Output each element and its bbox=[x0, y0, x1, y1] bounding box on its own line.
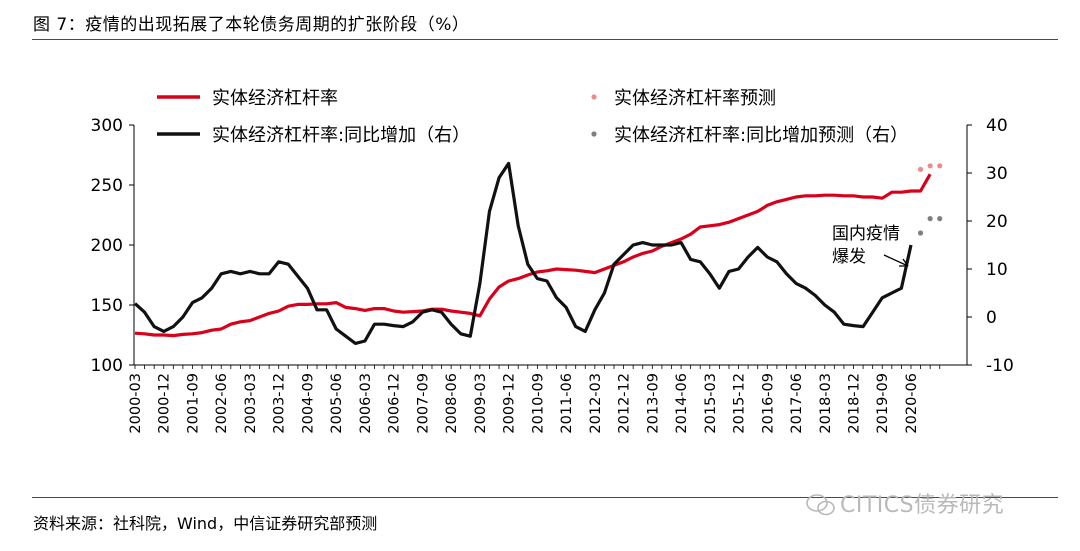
legend-swatch-3 bbox=[591, 131, 597, 137]
x-axis-tick-label: 2014-06 bbox=[674, 373, 690, 434]
x-axis-tick-label: 2012-03 bbox=[588, 373, 604, 434]
watermark-text: CITICS债券研究 bbox=[840, 493, 1005, 518]
x-axis-tick-label: 2016-09 bbox=[760, 373, 776, 434]
series-layer bbox=[133, 161, 943, 345]
watermark: CITICS债券研究 bbox=[806, 487, 1004, 519]
right-axis-tick-label: 10 bbox=[986, 260, 1008, 280]
x-axis-tick-label: 2007-09 bbox=[415, 373, 431, 434]
x-axis-tick-label: 2001-09 bbox=[185, 373, 201, 434]
left-axis-tick-label: 300 bbox=[91, 116, 123, 136]
x-axis-tick-label: 2015-12 bbox=[732, 373, 748, 434]
legend-label-0: 实体经济杠杆率 bbox=[212, 88, 338, 109]
legend-swatch-2 bbox=[591, 94, 597, 100]
annotation-arrow bbox=[883, 254, 909, 267]
x-axis-tick-label: 2006-03 bbox=[358, 373, 374, 434]
right-axis-tick-label: 20 bbox=[986, 212, 1008, 232]
series-line-1 bbox=[133, 161, 913, 345]
forecast-point-2 bbox=[917, 166, 924, 172]
right-axis-tick-label: 30 bbox=[986, 164, 1008, 184]
x-axis-tick-label: 2003-12 bbox=[272, 373, 288, 434]
annotation-line2: 爆发 bbox=[832, 247, 866, 267]
legend-label-2: 实体经济杠杆率预测 bbox=[614, 88, 776, 109]
x-axis-tick-label: 2017-06 bbox=[789, 373, 805, 434]
source-note: 资料来源：社科院，Wind，中信证券研究部预测 bbox=[33, 514, 378, 533]
x-axis-tick-label: 2006-12 bbox=[387, 373, 403, 434]
x-axis-tick-label: 2009-12 bbox=[502, 373, 518, 434]
forecast-point-3 bbox=[917, 230, 924, 236]
x-axis-tick-label: 2004-09 bbox=[300, 373, 316, 434]
x-axis-tick-label: 2000-12 bbox=[157, 373, 173, 434]
x-axis-tick-label: 2015-03 bbox=[703, 373, 719, 434]
x-axis-tick-label: 2008-06 bbox=[444, 373, 460, 434]
axes-layer: 100 150 200 250 300 -10 0 10 20 30 40 2000-03 2000-1… bbox=[91, 116, 1014, 434]
forecast-point-3 bbox=[927, 216, 933, 222]
legend-label-1: 实体经济杠杆率:同比增加（右） bbox=[212, 125, 470, 146]
left-axis-tick-label: 200 bbox=[91, 236, 123, 256]
right-axis-tick-label: 40 bbox=[986, 116, 1008, 136]
x-axis-tick-label: 2000-03 bbox=[128, 373, 144, 434]
x-axis-tick-label: 2020-06 bbox=[904, 373, 920, 434]
x-axis-tick-label: 2003-03 bbox=[243, 373, 259, 434]
series-line-0 bbox=[134, 173, 932, 338]
annotation-layer: 国内疫情 爆发 bbox=[832, 224, 909, 267]
x-axis-tick-label: 2019-09 bbox=[875, 373, 891, 434]
right-axis-tick-label: 0 bbox=[986, 308, 997, 328]
forecast-point-3 bbox=[937, 216, 943, 222]
left-axis-tick-label: 250 bbox=[91, 176, 123, 196]
x-axis-tick-label: 2002-06 bbox=[214, 373, 230, 434]
figure-title: 图 7：疫情的出现拓展了本轮债务周期的扩张阶段（%） bbox=[33, 15, 470, 35]
right-axis-tick-label: -10 bbox=[986, 356, 1014, 376]
x-axis-tick-label: 2011-06 bbox=[559, 373, 575, 434]
title-rule bbox=[32, 39, 1058, 40]
forecast-point-2 bbox=[937, 163, 943, 169]
annotation-line1: 国内疫情 bbox=[832, 224, 900, 244]
x-axis-tick-label: 2005-06 bbox=[329, 373, 345, 434]
left-axis-tick-label: 100 bbox=[91, 356, 123, 376]
wechat-icon bbox=[806, 494, 835, 516]
x-axis-tick-label: 2013-09 bbox=[645, 373, 661, 434]
x-axis-tick-label: 2009-03 bbox=[473, 373, 489, 434]
x-axis-tick-label: 2018-03 bbox=[818, 373, 834, 434]
x-axis-tick-label: 2010-09 bbox=[530, 373, 546, 434]
annotation-arrow-head bbox=[899, 258, 909, 267]
legend-label-3: 实体经济杠杆率:同比增加预测（右） bbox=[614, 125, 908, 146]
forecast-point-2 bbox=[927, 163, 933, 169]
left-axis-tick-label: 150 bbox=[91, 296, 123, 316]
footer-rule bbox=[32, 497, 1058, 498]
x-axis-tick-label: 2018-12 bbox=[847, 373, 863, 434]
x-axis-tick-label: 2012-12 bbox=[617, 373, 633, 434]
